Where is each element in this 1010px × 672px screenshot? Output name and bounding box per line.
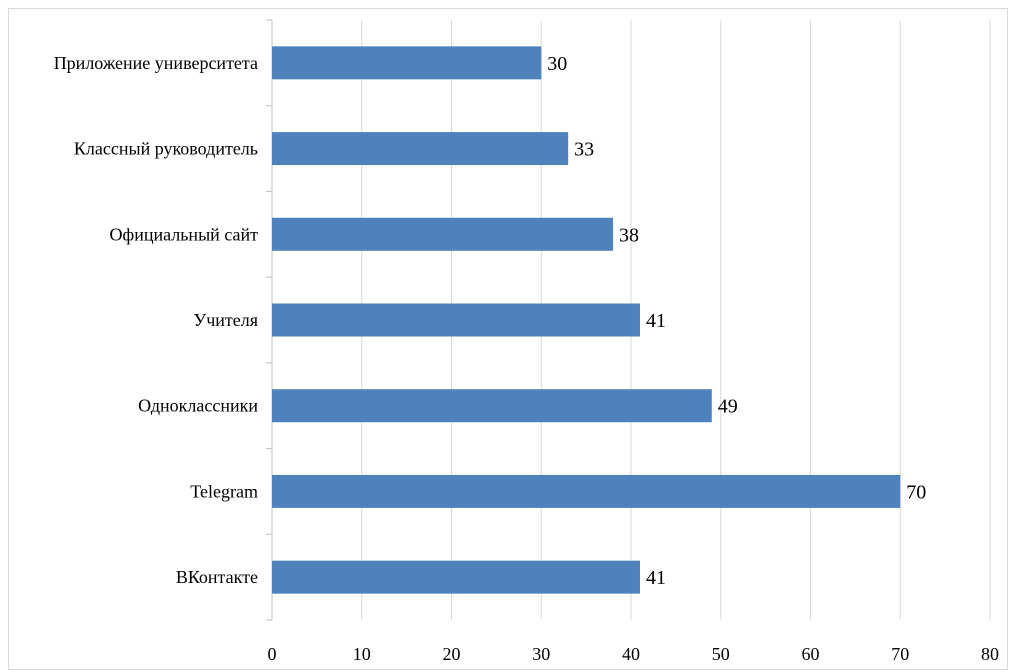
grid-layer [361, 20, 991, 620]
x-tick-label-10: 10 [353, 644, 371, 664]
x-tick-label-40: 40 [622, 644, 640, 664]
bar-3 [272, 217, 614, 251]
category-label-3: Официальный сайт [110, 224, 259, 244]
label-layer: 0 10 20 30 40 50 60 70 80 Приложение университета… [54, 53, 999, 664]
data-label-2: 33 [574, 139, 594, 161]
data-label-3: 38 [619, 224, 639, 246]
x-tick-label-0: 0 [268, 644, 277, 664]
data-label-4: 41 [646, 310, 666, 332]
category-label-7: ВКонтакте [176, 567, 258, 587]
x-tick-label-30: 30 [532, 644, 550, 664]
category-label-1: Приложение университета [54, 53, 258, 73]
x-tick-label-60: 60 [802, 644, 820, 664]
bar-layer [272, 46, 901, 594]
category-label-6: Telegram [190, 481, 258, 501]
bar-7 [272, 560, 640, 594]
x-tick-label-70: 70 [891, 644, 909, 664]
bar-4 [272, 303, 640, 337]
category-label-2: Классный руководитель [74, 139, 258, 159]
x-tick-label-50: 50 [712, 644, 730, 664]
x-tick-label-80: 80 [981, 644, 999, 664]
data-label-7: 41 [646, 567, 666, 589]
chart-frame [8, 8, 1008, 670]
bar-2 [272, 132, 569, 166]
data-label-6: 70 [906, 481, 926, 503]
data-label-1: 30 [547, 53, 567, 75]
category-label-5: Одноклассники [138, 396, 258, 416]
category-label-4: Учителя [193, 310, 258, 330]
x-tick-label-20: 20 [443, 644, 461, 664]
bar-1 [272, 46, 542, 80]
axis-layer [266, 19, 273, 621]
bar-5 [272, 389, 712, 423]
data-label-5: 49 [718, 396, 738, 418]
bar-6 [272, 474, 901, 508]
